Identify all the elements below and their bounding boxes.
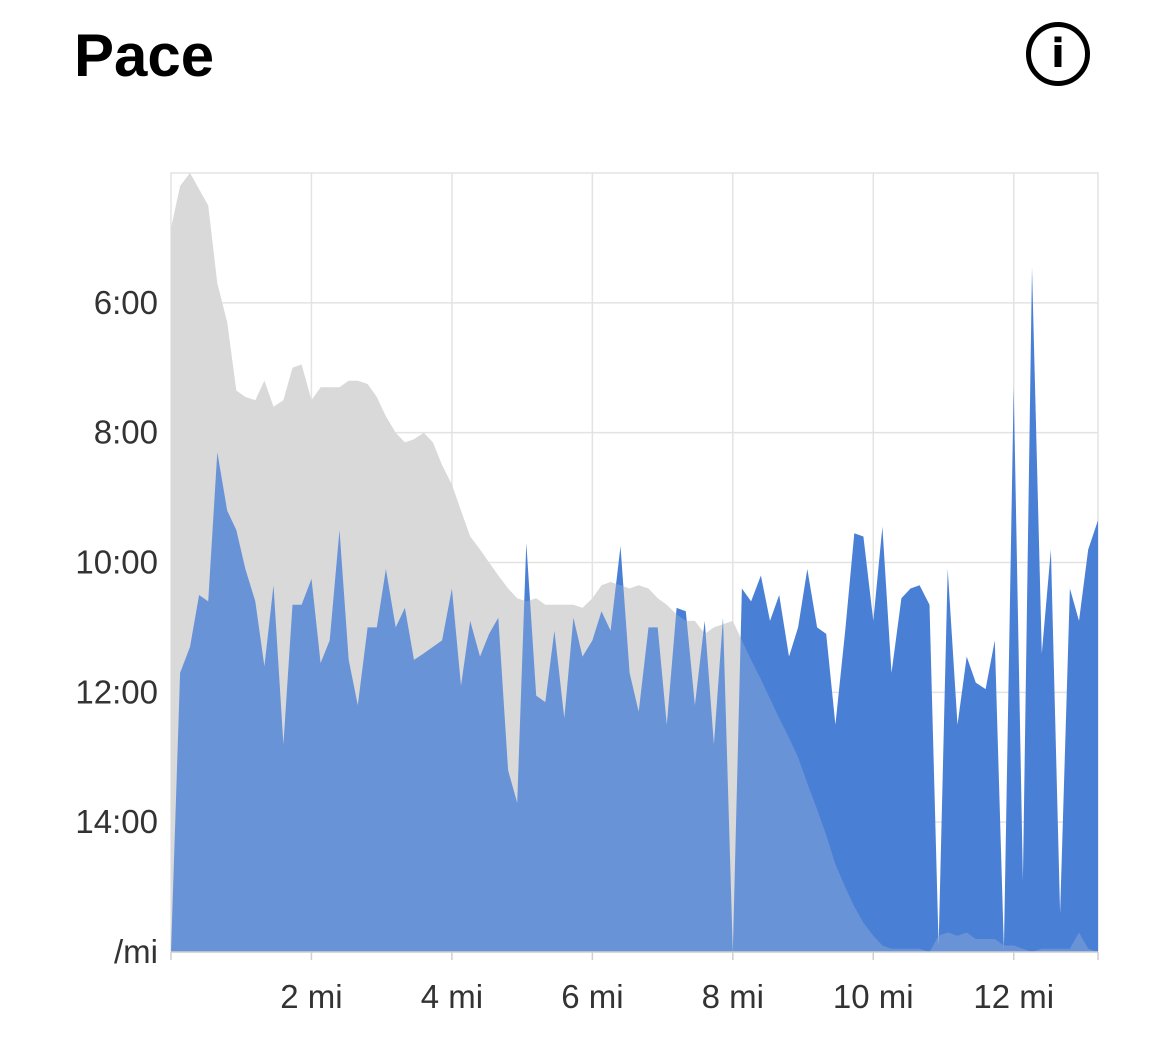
x-tick-label: 10 mi bbox=[833, 978, 914, 1015]
pace-area bbox=[171, 267, 1098, 953]
y-tick-label: 6:00 bbox=[94, 284, 158, 321]
y-tick-label: /mi bbox=[114, 933, 158, 970]
y-tick-label: 14:00 bbox=[75, 803, 158, 840]
page-title: Pace bbox=[74, 22, 215, 89]
chart-areas bbox=[171, 173, 1098, 953]
y-tick-label: 12:00 bbox=[75, 673, 158, 710]
chart-axes bbox=[170, 951, 1099, 960]
y-tick-label: 8:00 bbox=[94, 414, 158, 451]
y-tick-label: 10:00 bbox=[75, 544, 158, 581]
x-tick-label: 8 mi bbox=[702, 978, 764, 1015]
x-tick-label: 2 mi bbox=[280, 978, 342, 1015]
x-tick-label: 12 mi bbox=[973, 978, 1054, 1015]
x-tick-labels: 2 mi 4 mi 6 mi 8 mi 10 mi 12 mi bbox=[280, 978, 1054, 1015]
overlay-area bbox=[171, 173, 1098, 952]
y-tick-labels: 6:00 8:00 10:00 12:00 14:00/mi bbox=[75, 284, 158, 970]
info-icon[interactable]: i bbox=[1026, 22, 1090, 86]
x-tick-label: 6 mi bbox=[561, 978, 623, 1015]
x-tick-label: 4 mi bbox=[421, 978, 483, 1015]
